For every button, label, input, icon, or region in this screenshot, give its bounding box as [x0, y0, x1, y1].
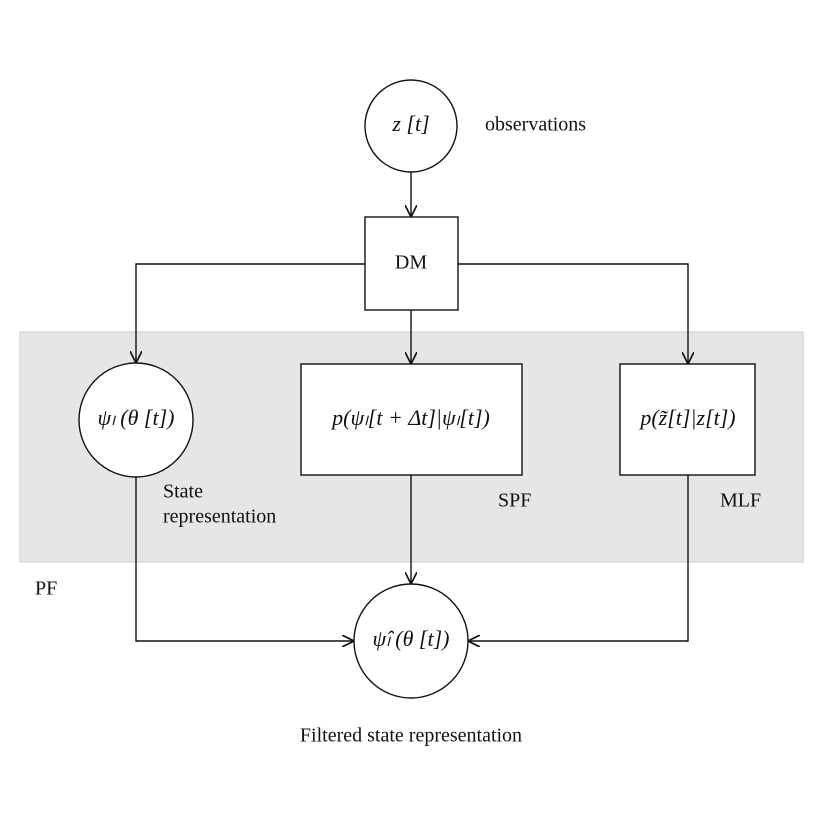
node-box — [364, 216, 459, 311]
edge — [468, 475, 689, 641]
node-label: p(ψₗ[t + Δt]|ψₗ[t]) — [330, 405, 490, 430]
node-note: Filtered state representation — [300, 725, 522, 747]
node-note: SPF — [498, 490, 531, 512]
node-circle — [353, 583, 469, 699]
node-note: State — [163, 481, 203, 503]
node-label: ψₗ (θ [t]) — [97, 405, 174, 430]
node-box — [619, 363, 756, 476]
group-label: PF — [35, 578, 57, 600]
edge — [136, 263, 365, 363]
node-circle — [78, 362, 194, 478]
node-label: z [t] — [391, 111, 429, 136]
node-box — [300, 363, 523, 476]
node-label: p(z̃[t]|z[t]) — [638, 405, 735, 430]
node-circle — [364, 79, 458, 173]
edge — [135, 477, 354, 641]
node-label: DM — [395, 252, 427, 274]
node-note: MLF — [720, 490, 761, 512]
node-label: ψ̂ₗ (θ [t]) — [372, 626, 449, 651]
node-note: observations — [485, 114, 586, 136]
edge — [458, 263, 688, 364]
node-note: representation — [163, 506, 276, 528]
